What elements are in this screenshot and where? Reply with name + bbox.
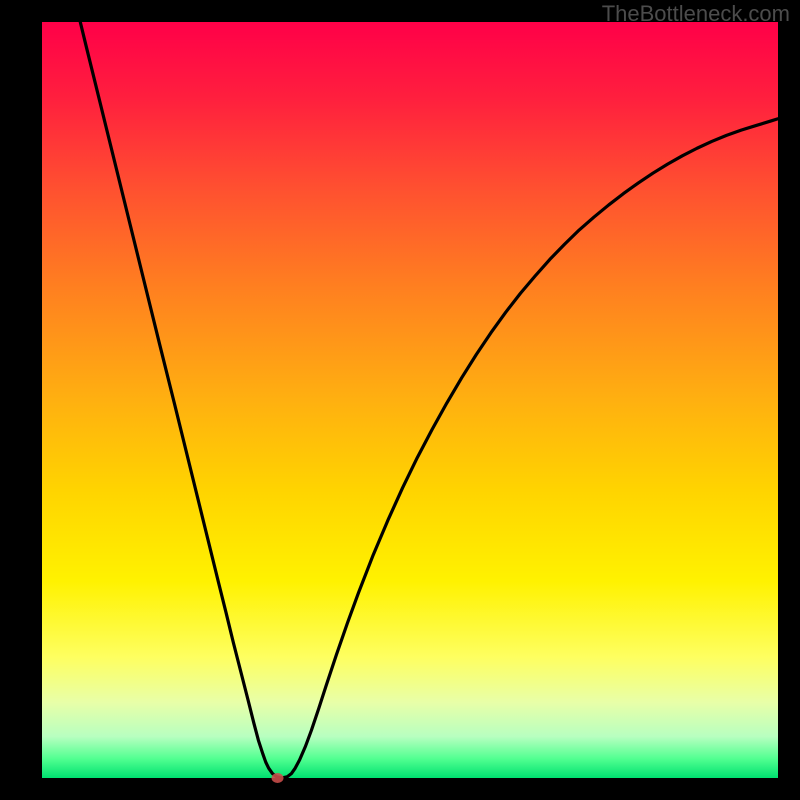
optimal-point-marker [272, 773, 284, 783]
bottleneck-chart [0, 0, 800, 800]
plot-area [42, 22, 778, 778]
chart-stage: TheBottleneck.com [0, 0, 800, 800]
watermark-label: TheBottleneck.com [602, 1, 790, 27]
